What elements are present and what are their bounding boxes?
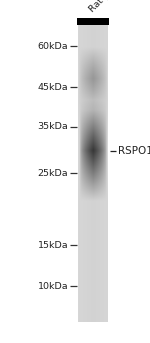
- Text: Rat pancreas: Rat pancreas: [88, 0, 139, 14]
- Bar: [77, 18, 109, 25]
- Text: 25kDa: 25kDa: [38, 169, 68, 178]
- Text: 10kDa: 10kDa: [38, 282, 68, 291]
- Text: 45kDa: 45kDa: [38, 83, 68, 92]
- Text: 60kDa: 60kDa: [38, 42, 68, 51]
- Text: 35kDa: 35kDa: [38, 122, 68, 131]
- Text: 15kDa: 15kDa: [38, 241, 68, 250]
- Text: RSPO1: RSPO1: [118, 146, 150, 156]
